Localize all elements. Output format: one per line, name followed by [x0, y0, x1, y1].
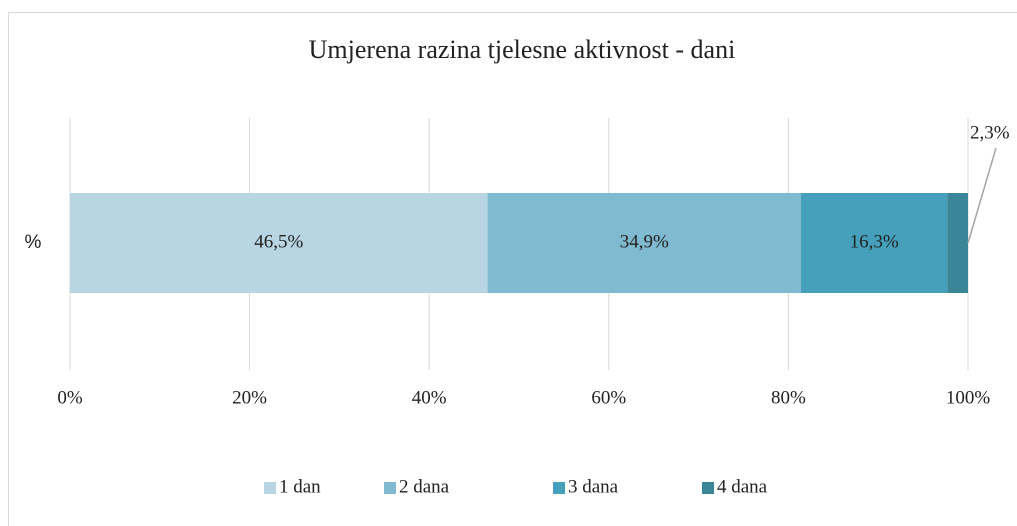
bar-segment [947, 193, 968, 293]
x-tick-label: 0% [57, 387, 83, 408]
bar-segment [800, 193, 948, 293]
y-tick-label: % [25, 232, 42, 253]
legend-label: 3 dana [568, 476, 619, 497]
x-tick-label: 100% [946, 387, 991, 408]
legend-swatch [384, 482, 396, 494]
chart-title: Umjerena razina tjelesne aktivnost - dan… [309, 35, 736, 64]
legend-swatch [264, 482, 276, 494]
data-label: 46,5% [254, 231, 303, 252]
x-tick-label: 60% [591, 387, 626, 408]
data-label: 34,9% [620, 231, 669, 252]
legend-label: 4 dana [717, 476, 768, 497]
data-label: 16,3% [850, 231, 899, 252]
leader-line [967, 147, 997, 244]
legend-swatch [553, 482, 565, 494]
x-tick-label: 80% [771, 387, 806, 408]
x-tick-label: 20% [232, 387, 267, 408]
x-tick-label: 40% [412, 387, 447, 408]
legend-swatch [702, 482, 714, 494]
bar-segment [487, 193, 801, 293]
data-label: 2,3% [970, 122, 1010, 143]
bar-segment [70, 193, 488, 293]
legend-label: 1 dan [279, 476, 321, 497]
legend-label: 2 dana [399, 476, 450, 497]
